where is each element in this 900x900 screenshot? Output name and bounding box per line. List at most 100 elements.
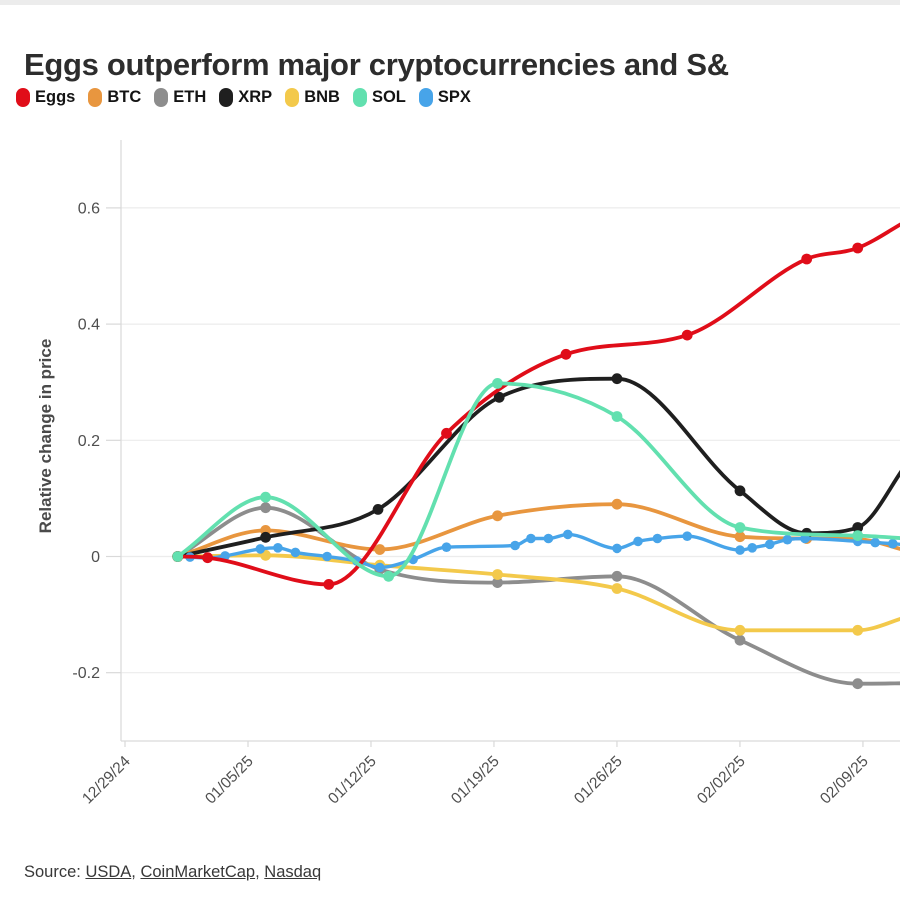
source-prefix: Source: xyxy=(24,862,86,881)
data-point-spx xyxy=(322,551,332,562)
data-point-bnb xyxy=(852,624,864,636)
data-point-bnb xyxy=(492,569,503,580)
legend-swatch-xrp xyxy=(219,88,234,107)
x-axis-tick-label: 01/05/25 xyxy=(202,753,257,808)
data-point-xrp xyxy=(611,373,623,385)
data-point-spx xyxy=(273,543,283,553)
data-point-eth xyxy=(852,678,864,690)
data-point-eth xyxy=(611,570,623,582)
data-point-spx xyxy=(782,534,793,545)
data-point-spx xyxy=(563,529,573,540)
source-link-usda[interactable]: USDA xyxy=(85,862,132,881)
data-point-xrp xyxy=(852,522,864,533)
data-point-spx xyxy=(765,539,775,550)
data-point-bnb xyxy=(611,583,623,594)
data-point-sol xyxy=(852,530,864,541)
x-axis-tick-label: 02/02/25 xyxy=(694,753,749,808)
data-point-sol xyxy=(611,411,623,422)
legend-swatch-bnb xyxy=(285,88,300,107)
legend-label-spx: SPX xyxy=(437,88,471,106)
top-strip xyxy=(0,0,900,5)
y-axis-title: Relative change in price xyxy=(36,339,55,534)
data-point-spx xyxy=(543,533,554,544)
series-line-xrp xyxy=(175,376,900,559)
data-point-btc xyxy=(492,510,503,522)
y-axis-tick-label: -0.2 xyxy=(72,665,100,682)
chart-title: Eggs outperform major cryptocurrencies a… xyxy=(24,46,729,82)
y-axis-tick-label: 0.6 xyxy=(78,200,100,217)
data-point-spx xyxy=(220,551,230,561)
legend-item-btc: BTC xyxy=(88,88,141,107)
x-axis-tick-label: 01/12/25 xyxy=(325,753,380,808)
data-point-xrp xyxy=(734,485,746,497)
legend-label-xrp: XRP xyxy=(238,88,273,106)
data-point-spx xyxy=(633,536,643,547)
legend-item-spx: SPX xyxy=(418,88,471,107)
data-point-eggs xyxy=(202,552,214,564)
series-line-sol xyxy=(175,381,900,579)
data-point-eggs xyxy=(801,253,813,265)
legend-item-xrp: XRP xyxy=(219,88,272,107)
y-axis-tick-label: 0 xyxy=(91,549,100,566)
legend-swatch-eggs xyxy=(16,88,30,107)
data-point-spx xyxy=(888,538,898,549)
series-bnb xyxy=(172,549,900,636)
data-point-eggs xyxy=(681,329,693,341)
data-point-eth xyxy=(734,634,746,646)
legend-item-eggs: Eggs xyxy=(16,88,75,107)
series-line-eggs xyxy=(175,222,900,587)
data-point-btc xyxy=(611,498,623,510)
legend-label-eggs: Eggs xyxy=(35,88,76,106)
source-link-coinmarketcap[interactable]: CoinMarketCap xyxy=(140,862,256,881)
data-point-eggs xyxy=(852,242,864,254)
x-axis-tick-label: 01/26/25 xyxy=(571,753,626,808)
data-point-sol xyxy=(734,522,746,533)
data-point-xrp xyxy=(260,531,271,543)
legend-swatch-spx xyxy=(418,88,433,107)
series-line-bnb xyxy=(175,553,900,633)
x-axis-tick-label: 02/09/25 xyxy=(817,753,872,808)
data-point-eggs xyxy=(560,348,572,360)
data-point-spx xyxy=(870,537,880,548)
legend-item-bnb: BNB xyxy=(285,88,340,107)
source-link-nasdaq[interactable]: Nasdaq xyxy=(264,862,322,881)
data-point-sol xyxy=(383,570,394,582)
legend-swatch-sol xyxy=(352,88,367,107)
source-line: Source: USDA, CoinMarketCap, Nasdaq xyxy=(24,863,321,882)
data-point-eggs xyxy=(323,579,335,590)
data-point-spx xyxy=(747,543,757,553)
data-point-xrp xyxy=(372,504,384,515)
data-point-spx xyxy=(375,562,385,573)
axes: -0.2 0 0.2 0.4 0.6 12/29/24 01/05/25 01/12/25 01… xyxy=(72,140,900,807)
legend-item-eth: ETH xyxy=(154,88,206,107)
y-axis-tick-label: 0.2 xyxy=(78,433,100,450)
data-point-spx xyxy=(290,547,301,558)
data-point-spx xyxy=(510,540,520,551)
chart-legend: Eggs BTC ETH XRP BNB SOL SPX xyxy=(16,88,471,107)
data-point-spx xyxy=(526,533,536,544)
data-point-spx xyxy=(682,531,692,541)
data-point-sol xyxy=(492,378,503,389)
data-point-sol xyxy=(260,491,271,503)
series-sol xyxy=(172,378,900,582)
legend-label-sol: SOL xyxy=(371,88,406,106)
data-point-spx xyxy=(441,542,452,552)
legend-swatch-btc xyxy=(88,88,103,107)
data-point-sol xyxy=(172,551,184,562)
data-point-spx xyxy=(735,545,745,555)
legend-swatch-eth xyxy=(154,88,169,107)
data-point-bnb xyxy=(734,624,746,636)
x-axis-tick-label: 12/29/24 xyxy=(79,753,134,808)
legend-label-btc: BTC xyxy=(107,88,142,106)
source-separator: , xyxy=(255,862,265,881)
data-point-eth xyxy=(260,502,271,514)
data-point-eggs xyxy=(441,427,452,439)
x-axis-tick-label: 01/19/25 xyxy=(448,753,503,808)
data-point-spx xyxy=(255,544,266,554)
legend-label-bnb: BNB xyxy=(304,88,340,106)
data-point-btc xyxy=(734,531,746,543)
data-point-spx xyxy=(652,533,663,544)
data-point-eth xyxy=(492,577,503,588)
series-layer xyxy=(172,222,900,690)
gridlines xyxy=(121,207,900,674)
